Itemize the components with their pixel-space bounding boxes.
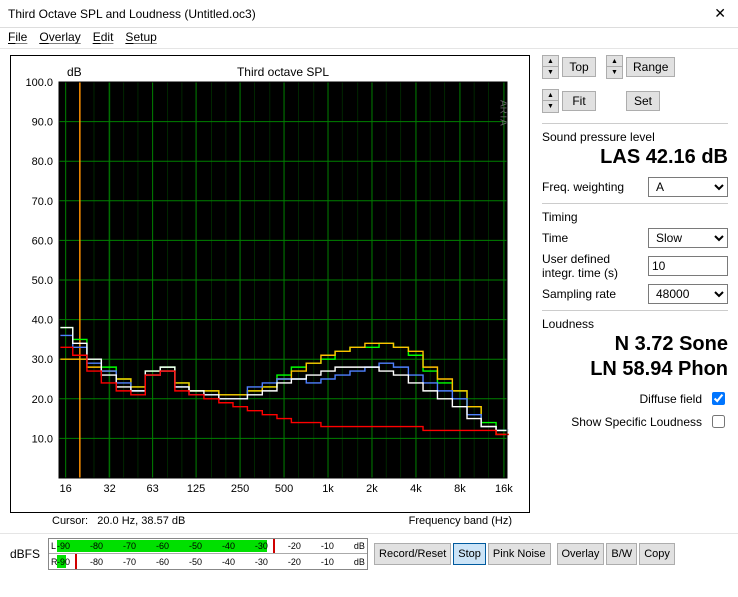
svg-text:16k: 16k	[495, 483, 513, 495]
menu-setup[interactable]: Setup	[125, 30, 156, 44]
menu-file[interactable]: File	[8, 30, 27, 44]
dbfs-label: dBFS	[10, 547, 40, 561]
svg-text:90.0: 90.0	[32, 117, 53, 129]
stop-button[interactable]: Stop	[453, 543, 486, 565]
sampling-rate-select[interactable]: 48000	[648, 284, 728, 304]
svg-text:63: 63	[147, 483, 159, 495]
svg-text:125: 125	[187, 483, 205, 495]
spl-label: Sound pressure level	[542, 130, 728, 144]
diffuse-field-checkbox[interactable]	[712, 392, 725, 405]
sampling-rate-label: Sampling rate	[542, 287, 642, 301]
fit-spinner[interactable]: ▲▼	[542, 89, 559, 113]
close-icon[interactable]: ✕	[710, 5, 730, 22]
show-specific-loudness-label: Show Specific Loudness	[571, 415, 702, 429]
svg-text:50.0: 50.0	[32, 275, 53, 287]
svg-text:60.0: 60.0	[32, 235, 53, 247]
svg-text:2k: 2k	[366, 483, 378, 495]
cursor-readout: Cursor: 20.0 Hz, 38.57 dB	[52, 515, 185, 527]
svg-text:10.0: 10.0	[32, 433, 53, 445]
chart-frame: 10.0 20.0 30.0 40.0 50.0 60.0 70.0 80.0 90.0 100.…	[10, 55, 530, 513]
loudness-label: Loudness	[542, 317, 728, 331]
record-reset-button[interactable]: Record/Reset	[374, 543, 451, 565]
svg-text:dB: dB	[67, 65, 82, 79]
svg-text:4k: 4k	[410, 483, 422, 495]
bw-button[interactable]: B/W	[606, 543, 637, 565]
svg-text:Third octave SPL: Third octave SPL	[237, 65, 329, 79]
timing-label: Timing	[542, 210, 728, 224]
svg-text:32: 32	[104, 483, 116, 495]
svg-text:250: 250	[231, 483, 249, 495]
loudness-phon: LN 58.94 Phon	[542, 358, 728, 381]
show-specific-loudness-checkbox[interactable]	[712, 415, 725, 428]
svg-text:16: 16	[60, 483, 72, 495]
overlay-button[interactable]: Overlay	[557, 543, 605, 565]
time-label: Time	[542, 231, 642, 245]
x-axis-label: Frequency band (Hz)	[409, 515, 522, 527]
diffuse-field-label: Diffuse field	[640, 392, 702, 406]
meter-channel-l: L	[51, 541, 56, 551]
top-button[interactable]: Top	[562, 57, 596, 77]
menu-edit[interactable]: Edit	[93, 30, 114, 44]
pink-noise-button[interactable]: Pink Noise	[488, 543, 551, 565]
svg-text:80.0: 80.0	[32, 156, 53, 168]
range-button[interactable]: Range	[626, 57, 675, 77]
set-button[interactable]: Set	[626, 91, 660, 111]
top-spinner[interactable]: ▲▼	[542, 55, 559, 79]
integ-time-label: User defined integr. time (s)	[542, 252, 642, 280]
svg-text:500: 500	[275, 483, 293, 495]
spl-chart[interactable]: 10.0 20.0 30.0 40.0 50.0 60.0 70.0 80.0 90.0 100.…	[19, 62, 521, 502]
svg-text:8k: 8k	[454, 483, 466, 495]
meter-channel-r: R	[51, 557, 58, 567]
svg-text:30.0: 30.0	[32, 354, 53, 366]
freq-weighting-label: Freq. weighting	[542, 180, 642, 194]
svg-text:100.0: 100.0	[25, 77, 53, 89]
svg-text:70.0: 70.0	[32, 196, 53, 208]
range-spinner[interactable]: ▲▼	[606, 55, 623, 79]
copy-button[interactable]: Copy	[639, 543, 675, 565]
time-select[interactable]: Slow	[648, 228, 728, 248]
integ-time-input[interactable]	[648, 256, 728, 276]
menu-overlay[interactable]: Overlay	[39, 30, 80, 44]
spl-value: LAS 42.16 dB	[542, 146, 728, 169]
loudness-sone: N 3.72 Sone	[542, 333, 728, 356]
level-meter: L -90-80-70-60-50-40-30-20-10dB R -90-80…	[48, 538, 368, 570]
freq-weighting-select[interactable]: A	[648, 177, 728, 197]
svg-text:40.0: 40.0	[32, 315, 53, 327]
window-title: Third Octave SPL and Loudness (Untitled.…	[8, 7, 710, 21]
fit-button[interactable]: Fit	[562, 91, 596, 111]
svg-text:20.0: 20.0	[32, 394, 53, 406]
svg-text:1k: 1k	[322, 483, 334, 495]
